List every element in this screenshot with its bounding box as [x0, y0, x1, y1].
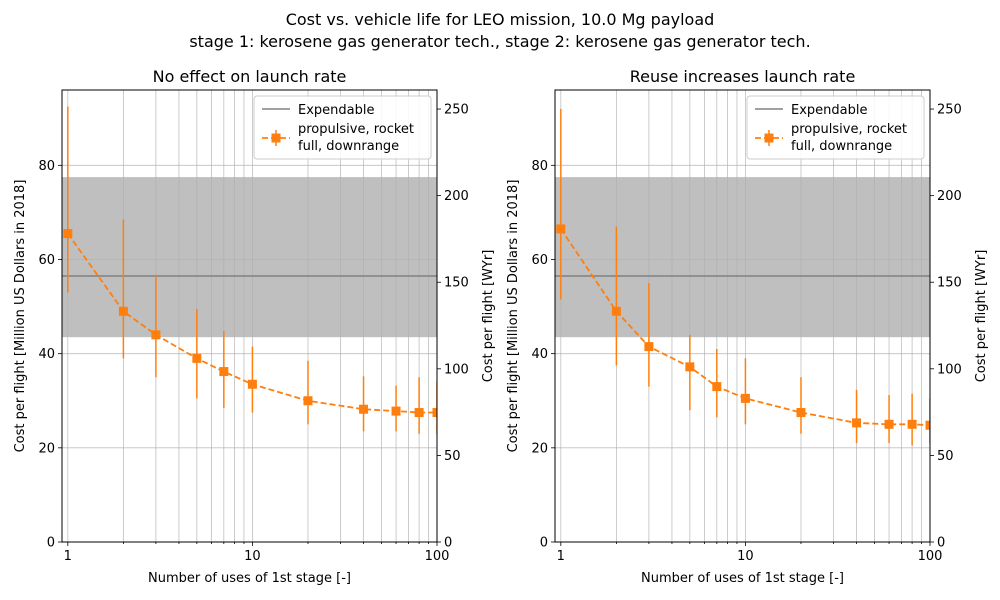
data-point	[712, 382, 722, 392]
y-right-axis-label: Cost per flight [WYr]	[974, 250, 989, 383]
data-point	[644, 342, 654, 352]
y-right-axis-label: Cost per flight [WYr]	[481, 250, 496, 383]
subplot-title: Reuse increases launch rate	[630, 67, 856, 86]
y-right-tick-label: 200	[937, 189, 962, 204]
data-point	[432, 408, 437, 418]
x-tick-label: 10	[737, 549, 754, 564]
data-point	[796, 408, 806, 418]
y-axis-label: Cost per flight [Million US Dollars in 2…	[506, 180, 521, 453]
data-point	[359, 404, 369, 414]
data-point	[118, 306, 128, 316]
y-right-tick-label: 250	[444, 103, 469, 118]
legend-label-series: full, downrange	[791, 139, 892, 154]
data-point	[740, 393, 750, 403]
data-point	[219, 367, 229, 377]
y-right-tick-label: 0	[444, 536, 452, 551]
y-right-tick-label: 100	[444, 362, 469, 377]
y-right-tick-label: 50	[937, 449, 954, 464]
data-point	[247, 379, 257, 389]
x-axis-label: Number of uses of 1st stage [-]	[148, 571, 351, 586]
x-axis-label: Number of uses of 1st stage [-]	[641, 571, 844, 586]
axes-frame	[61, 89, 438, 543]
y-tick-label: 0	[47, 536, 55, 551]
data-point	[611, 306, 621, 316]
y-tick-label: 60	[38, 253, 55, 268]
y-tick-label: 80	[531, 159, 548, 174]
series-group	[556, 108, 930, 446]
expendable-band	[555, 177, 930, 338]
data-point	[884, 419, 894, 429]
legend-label-expendable: Expendable	[791, 103, 867, 118]
y-right-tick-label: 200	[444, 189, 469, 204]
y-right-tick-label: 0	[937, 536, 945, 551]
y-tick-label: 20	[38, 441, 55, 456]
expendable-band	[62, 177, 437, 338]
y-right-tick-label: 150	[444, 276, 469, 291]
y-right-tick-label: 100	[937, 362, 962, 377]
y-tick-label: 60	[531, 253, 548, 268]
y-tick-label: 20	[531, 441, 548, 456]
data-point	[907, 419, 917, 429]
y-right-tick-label: 50	[444, 449, 461, 464]
y-tick-label: 40	[38, 347, 55, 362]
y-tick-label: 40	[531, 347, 548, 362]
x-tick-label: 1	[64, 549, 72, 564]
x-tick-label: 1	[557, 549, 565, 564]
data-point	[414, 408, 424, 418]
x-tick-label: 100	[425, 549, 450, 564]
data-point	[852, 418, 862, 428]
y-right-tick-label: 250	[937, 103, 962, 118]
x-tick-label: 10	[244, 549, 261, 564]
figure-title-line1: Cost vs. vehicle life for LEO mission, 1…	[285, 10, 715, 29]
figure-title-line2: stage 1: kerosene gas generator tech., s…	[189, 32, 811, 51]
x-tick-label: 100	[918, 549, 943, 564]
subplot-title: No effect on launch rate	[153, 67, 347, 86]
y-right-tick-label: 150	[937, 276, 962, 291]
data-point	[556, 224, 566, 234]
legend-box	[746, 95, 925, 160]
data-point	[303, 396, 313, 406]
legend-label-series: propulsive, rocket	[298, 122, 414, 137]
data-point	[685, 362, 695, 372]
legend-box	[253, 95, 432, 160]
legend-swatch-series-marker	[271, 133, 281, 143]
y-tick-label: 80	[38, 159, 55, 174]
series-group	[63, 106, 437, 434]
legend-label-series: propulsive, rocket	[791, 122, 907, 137]
legend-swatch-series-marker	[764, 133, 774, 143]
data-point	[151, 330, 161, 340]
legend-label-expendable: Expendable	[298, 103, 374, 118]
data-point	[63, 229, 73, 239]
y-tick-label: 0	[540, 536, 548, 551]
legend-label-series: full, downrange	[298, 139, 399, 154]
data-point	[192, 353, 202, 363]
data-point	[925, 420, 930, 430]
data-point	[391, 406, 401, 416]
axes-frame	[554, 89, 931, 543]
y-axis-label: Cost per flight [Million US Dollars in 2…	[13, 180, 28, 453]
